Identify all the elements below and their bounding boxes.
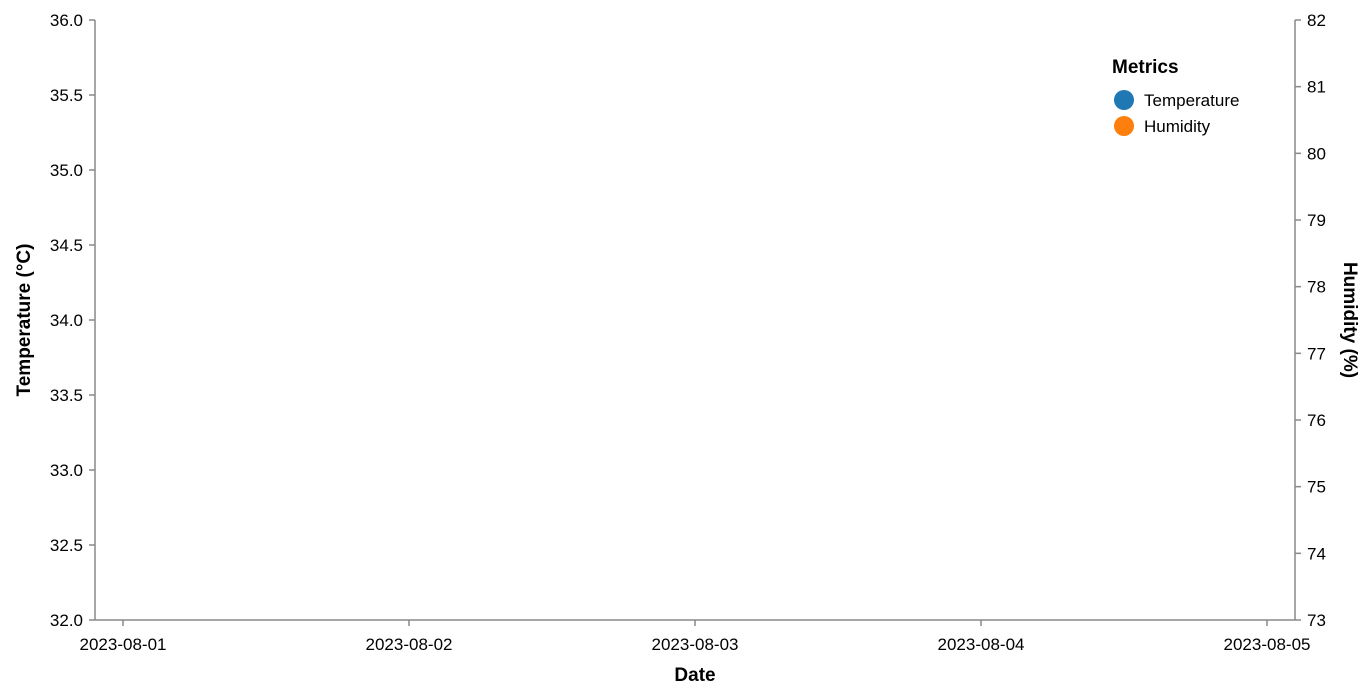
y-left-tick-label: 33.5 [50, 386, 83, 405]
y-left-tick-label: 32.0 [50, 611, 83, 630]
legend-label: Humidity [1144, 117, 1211, 136]
x-tick-label: 2023-08-01 [80, 635, 167, 654]
y-left-tick-label: 32.5 [50, 536, 83, 555]
y-right-tick-label: 80 [1307, 144, 1326, 163]
y-right-tick-label: 79 [1307, 211, 1326, 230]
y-right-tick-label: 81 [1307, 78, 1326, 97]
legend-item-humidity: Humidity [1114, 116, 1211, 136]
y-right-tick-label: 75 [1307, 478, 1326, 497]
y-left-tick-label: 33.0 [50, 461, 83, 480]
x-tick-label: 2023-08-05 [1224, 635, 1311, 654]
y-right-tick-label: 74 [1307, 544, 1326, 563]
legend-label: Temperature [1144, 91, 1239, 110]
legend-swatch [1114, 90, 1134, 110]
legend-swatch [1114, 116, 1134, 136]
y-left-tick-label: 34.0 [50, 311, 83, 330]
y-axis-right-title: Humidity (%) [1339, 262, 1360, 378]
y-right-tick-label: 78 [1307, 278, 1326, 297]
y-right-tick-label: 82 [1307, 11, 1326, 30]
legend: Metrics Temperature Humidity [1112, 57, 1239, 136]
x-tick-label: 2023-08-04 [938, 635, 1025, 654]
y-axis-left: 32.0 32.5 33.0 33.5 34.0 34.5 35.0 35.5 36.0 [50, 11, 96, 630]
x-axis: 2023-08-01 2023-08-02 2023-08-03 2023-08-04… [80, 619, 1311, 654]
y-right-tick-label: 76 [1307, 411, 1326, 430]
legend-title: Metrics [1112, 57, 1179, 78]
y-axis-left-title: Temperature (°C) [14, 244, 35, 397]
y-axis-right: 73 74 75 76 77 78 79 80 81 82 [1294, 11, 1326, 630]
y-left-tick-label: 35.5 [50, 86, 83, 105]
y-right-tick-label: 77 [1307, 344, 1326, 363]
x-tick-label: 2023-08-02 [366, 635, 453, 654]
x-axis-title: Date [674, 665, 715, 686]
y-left-tick-label: 36.0 [50, 11, 83, 30]
y-left-tick-label: 34.5 [50, 236, 83, 255]
x-tick-label: 2023-08-03 [652, 635, 739, 654]
y-left-tick-label: 35.0 [50, 161, 83, 180]
legend-item-temperature: Temperature [1114, 90, 1239, 110]
y-right-tick-label: 73 [1307, 611, 1326, 630]
